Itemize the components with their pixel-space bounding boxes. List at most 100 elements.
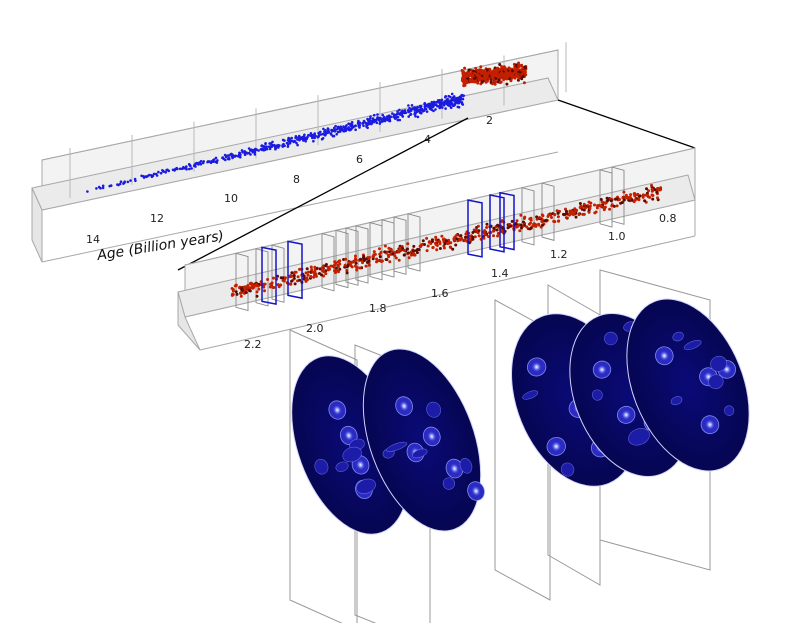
- red-data-point: [345, 271, 349, 275]
- blue-data-point: [216, 159, 219, 162]
- lower-tick-label: 1.6: [431, 287, 449, 300]
- red-data-point: [582, 202, 586, 206]
- red-data-point: [485, 79, 489, 83]
- red-data-point: [485, 68, 489, 72]
- red-data-point: [461, 71, 465, 74]
- map-contour-region: [670, 396, 683, 406]
- snapshot-panel: [494, 299, 551, 601]
- red-data-point: [371, 257, 375, 261]
- red-data-point: [513, 67, 517, 70]
- red-data-point: [257, 287, 261, 291]
- blue-data-point: [444, 107, 447, 110]
- blue-data-point: [228, 157, 231, 161]
- red-data-point: [452, 238, 456, 242]
- blue-data-point: [440, 98, 444, 102]
- red-data-point: [393, 254, 397, 258]
- intensity-map-disk: [362, 348, 485, 532]
- blue-data-point: [296, 143, 299, 147]
- red-data-point: [396, 250, 400, 254]
- blue-data-point: [165, 168, 168, 172]
- red-data-point: [383, 244, 387, 248]
- red-data-point: [599, 198, 603, 201]
- upper-tick-label: 14: [86, 233, 100, 246]
- blue-data-point: [396, 112, 399, 116]
- red-data-point: [646, 193, 649, 197]
- red-data-point: [455, 233, 459, 237]
- red-data-point: [333, 269, 336, 273]
- red-data-point: [498, 73, 502, 77]
- red-data-point: [403, 249, 406, 252]
- map-contour-region: [724, 405, 735, 416]
- red-data-point: [491, 77, 495, 81]
- red-data-point: [565, 209, 568, 213]
- red-data-point: [505, 82, 509, 86]
- red-data-point: [498, 63, 502, 66]
- blue-data-point: [95, 187, 98, 190]
- map-contour-region: [385, 441, 408, 452]
- red-data-point: [467, 68, 471, 72]
- blue-data-point: [322, 127, 325, 131]
- blue-data-point: [298, 138, 301, 142]
- blue-data-point: [399, 111, 403, 114]
- blue-data-point: [144, 175, 147, 178]
- blue-data-point: [386, 115, 389, 118]
- blue-data-point: [304, 139, 308, 143]
- red-data-point: [482, 236, 486, 240]
- blue-data-point: [286, 143, 290, 146]
- red-data-point: [311, 270, 315, 274]
- lower-axis-ticks: 2.2 2.0 1.8 1.6 1.4 1.2 1.0 0.8: [244, 212, 677, 351]
- blue-data-point: [320, 137, 324, 141]
- map-contour-region: [522, 390, 539, 400]
- blue-data-point: [414, 115, 417, 118]
- blue-data-point: [380, 118, 384, 121]
- red-data-point: [397, 258, 401, 262]
- blue-data-point: [178, 167, 182, 171]
- blue-data-point: [345, 124, 348, 127]
- blue-data-point: [159, 171, 163, 175]
- blue-data-point: [271, 140, 274, 144]
- red-data-point: [514, 72, 518, 76]
- red-data-point: [415, 251, 419, 255]
- blue-data-point: [185, 168, 188, 171]
- lower-timeline-box: [177, 147, 696, 351]
- lower-tick-label: 1.0: [608, 230, 626, 243]
- red-data-point: [473, 76, 477, 80]
- red-data-point: [336, 265, 340, 269]
- blue-data-point: [396, 110, 399, 113]
- red-data-point: [471, 231, 475, 234]
- red-data-point: [477, 234, 481, 238]
- blue-data-point: [336, 130, 340, 134]
- time-slice-frame: [381, 219, 395, 278]
- red-data-point: [443, 242, 447, 246]
- map-contour-region: [591, 389, 603, 401]
- blue-data-point: [270, 143, 274, 146]
- red-data-point: [520, 77, 524, 81]
- snapshot-map-panels: [289, 269, 750, 623]
- blue-data-point: [461, 97, 465, 101]
- red-data-point: [567, 212, 571, 216]
- red-data-point: [523, 70, 527, 74]
- blue-data-point: [321, 132, 325, 136]
- red-data-point: [296, 275, 300, 279]
- red-data-point: [407, 256, 411, 260]
- lower-tick-label: 2.0: [306, 322, 324, 335]
- red-data-point: [563, 212, 567, 216]
- red-data-point: [313, 272, 317, 276]
- red-data-point: [500, 230, 504, 234]
- red-data-point: [518, 229, 522, 233]
- blue-data-point: [243, 150, 246, 153]
- red-data-point: [248, 289, 252, 293]
- red-data-point: [263, 289, 266, 293]
- red-data-point: [540, 220, 544, 223]
- red-data-point: [647, 189, 650, 193]
- red-data-point: [515, 219, 519, 223]
- blue-data-point: [164, 171, 167, 174]
- red-data-point: [444, 239, 448, 243]
- upper-box-floor: [31, 77, 559, 211]
- blue-data-point: [313, 132, 317, 135]
- map-contour-region: [356, 478, 376, 494]
- blue-data-point: [255, 148, 258, 151]
- red-data-point: [463, 238, 467, 242]
- blue-data-point: [423, 102, 427, 105]
- red-data-point: [401, 246, 404, 250]
